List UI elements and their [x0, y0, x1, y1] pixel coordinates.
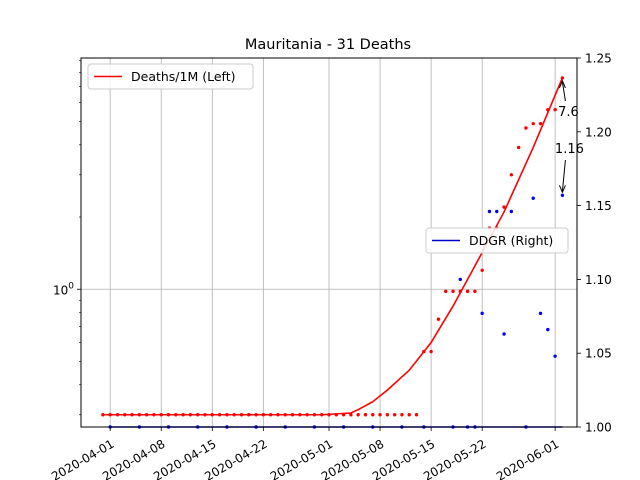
- data-point: [531, 196, 535, 200]
- data-point: [356, 413, 360, 417]
- data-point: [538, 311, 543, 316]
- data-point: [101, 413, 105, 417]
- series-line: [102, 77, 564, 416]
- data-point: [174, 413, 178, 417]
- data-point: [502, 332, 506, 336]
- data-point: [451, 289, 455, 294]
- data-point: [487, 209, 492, 214]
- data-point: [524, 126, 528, 130]
- data-point: [341, 413, 346, 417]
- data-point: [188, 413, 193, 417]
- data-point: [480, 268, 484, 272]
- data-point: [312, 413, 317, 417]
- legends: Deaths/1M (Left) DDGR (Right): [87, 63, 569, 254]
- data-point: [553, 108, 557, 112]
- data-point: [320, 413, 324, 417]
- data-point: [334, 413, 338, 417]
- data-point: [123, 413, 127, 417]
- annotation-label: 7.6: [558, 105, 579, 120]
- data-point: [254, 413, 258, 417]
- data-point: [349, 413, 353, 417]
- annotation-arrow: [561, 81, 566, 102]
- right-y-tick-label: 1.05: [585, 347, 612, 361]
- data-point: [115, 413, 120, 417]
- data-point: [305, 413, 309, 417]
- data-point: [152, 413, 156, 417]
- data-point: [239, 413, 244, 417]
- data-point: [378, 413, 382, 417]
- data-point: [458, 289, 462, 294]
- chart-title: Mauritania - 31 Deaths: [245, 37, 411, 53]
- data-point: [232, 413, 236, 417]
- data-point: [538, 121, 543, 126]
- data-point: [159, 413, 163, 417]
- data-point: [429, 349, 433, 354]
- data-point: [553, 354, 557, 358]
- data-point: [371, 413, 375, 417]
- data-point: [509, 209, 514, 214]
- data-point: [546, 108, 550, 112]
- data-point: [560, 76, 565, 80]
- data-point: [108, 413, 112, 417]
- annotation-arrowhead: [558, 79, 566, 89]
- legend-label: DDGR (Right): [469, 233, 553, 248]
- data-point: [298, 413, 302, 417]
- grid: [81, 58, 577, 427]
- data-point: [385, 413, 390, 417]
- data-point: [444, 289, 448, 294]
- data-point: [261, 413, 266, 417]
- data-point: [392, 413, 397, 417]
- data-point: [531, 121, 535, 126]
- data-point: [495, 209, 499, 214]
- annotations: 7.6 1.16: [555, 79, 584, 194]
- data-point: [181, 413, 185, 417]
- data-point: [283, 413, 287, 417]
- data-point: [217, 413, 222, 417]
- legend-box: [87, 63, 254, 90]
- right-y-tick-label: 1.10: [585, 273, 612, 287]
- annotation-label: 1.16: [555, 142, 584, 157]
- annotation-arrow: [561, 159, 566, 192]
- data-point: [137, 413, 142, 417]
- data-point: [400, 413, 404, 417]
- data-point: [414, 413, 419, 417]
- annotation-arrowhead: [558, 185, 566, 194]
- data-point: [516, 145, 521, 150]
- data-point: [502, 205, 506, 209]
- data-point: [276, 413, 280, 417]
- data-point: [363, 413, 368, 417]
- data-point: [422, 349, 426, 354]
- legend-label: Deaths/1M (Left): [131, 69, 236, 84]
- data-point: [203, 413, 207, 417]
- data-point: [407, 413, 411, 417]
- data-point: [465, 289, 470, 294]
- data-point: [560, 193, 565, 197]
- data-point: [458, 277, 462, 282]
- legend: DDGR (Right): [425, 227, 569, 254]
- legend: Deaths/1M (Left): [87, 63, 254, 90]
- data-point: [436, 317, 441, 321]
- data-point: [196, 413, 200, 417]
- right-y-tick-label: 1.15: [585, 199, 612, 213]
- data-point: [144, 413, 149, 417]
- right-y-tick-label: 1.20: [585, 125, 612, 139]
- data-point: [210, 413, 214, 417]
- right-y-tick-label: 1.00: [585, 421, 612, 435]
- data-point: [290, 413, 295, 417]
- data-point: [166, 413, 171, 417]
- data-point: [268, 413, 273, 417]
- data-point: [247, 413, 251, 417]
- data-point: [546, 327, 550, 332]
- right-y-tick-label: 1.25: [585, 52, 612, 66]
- data-point: [130, 413, 134, 417]
- data-point: [327, 413, 331, 417]
- data-point: [473, 289, 477, 294]
- data-point: [509, 173, 514, 177]
- data-point: [225, 413, 229, 417]
- data-point: [480, 311, 484, 316]
- left-y-tick-label: 100: [53, 281, 74, 297]
- legend-box: [425, 227, 569, 254]
